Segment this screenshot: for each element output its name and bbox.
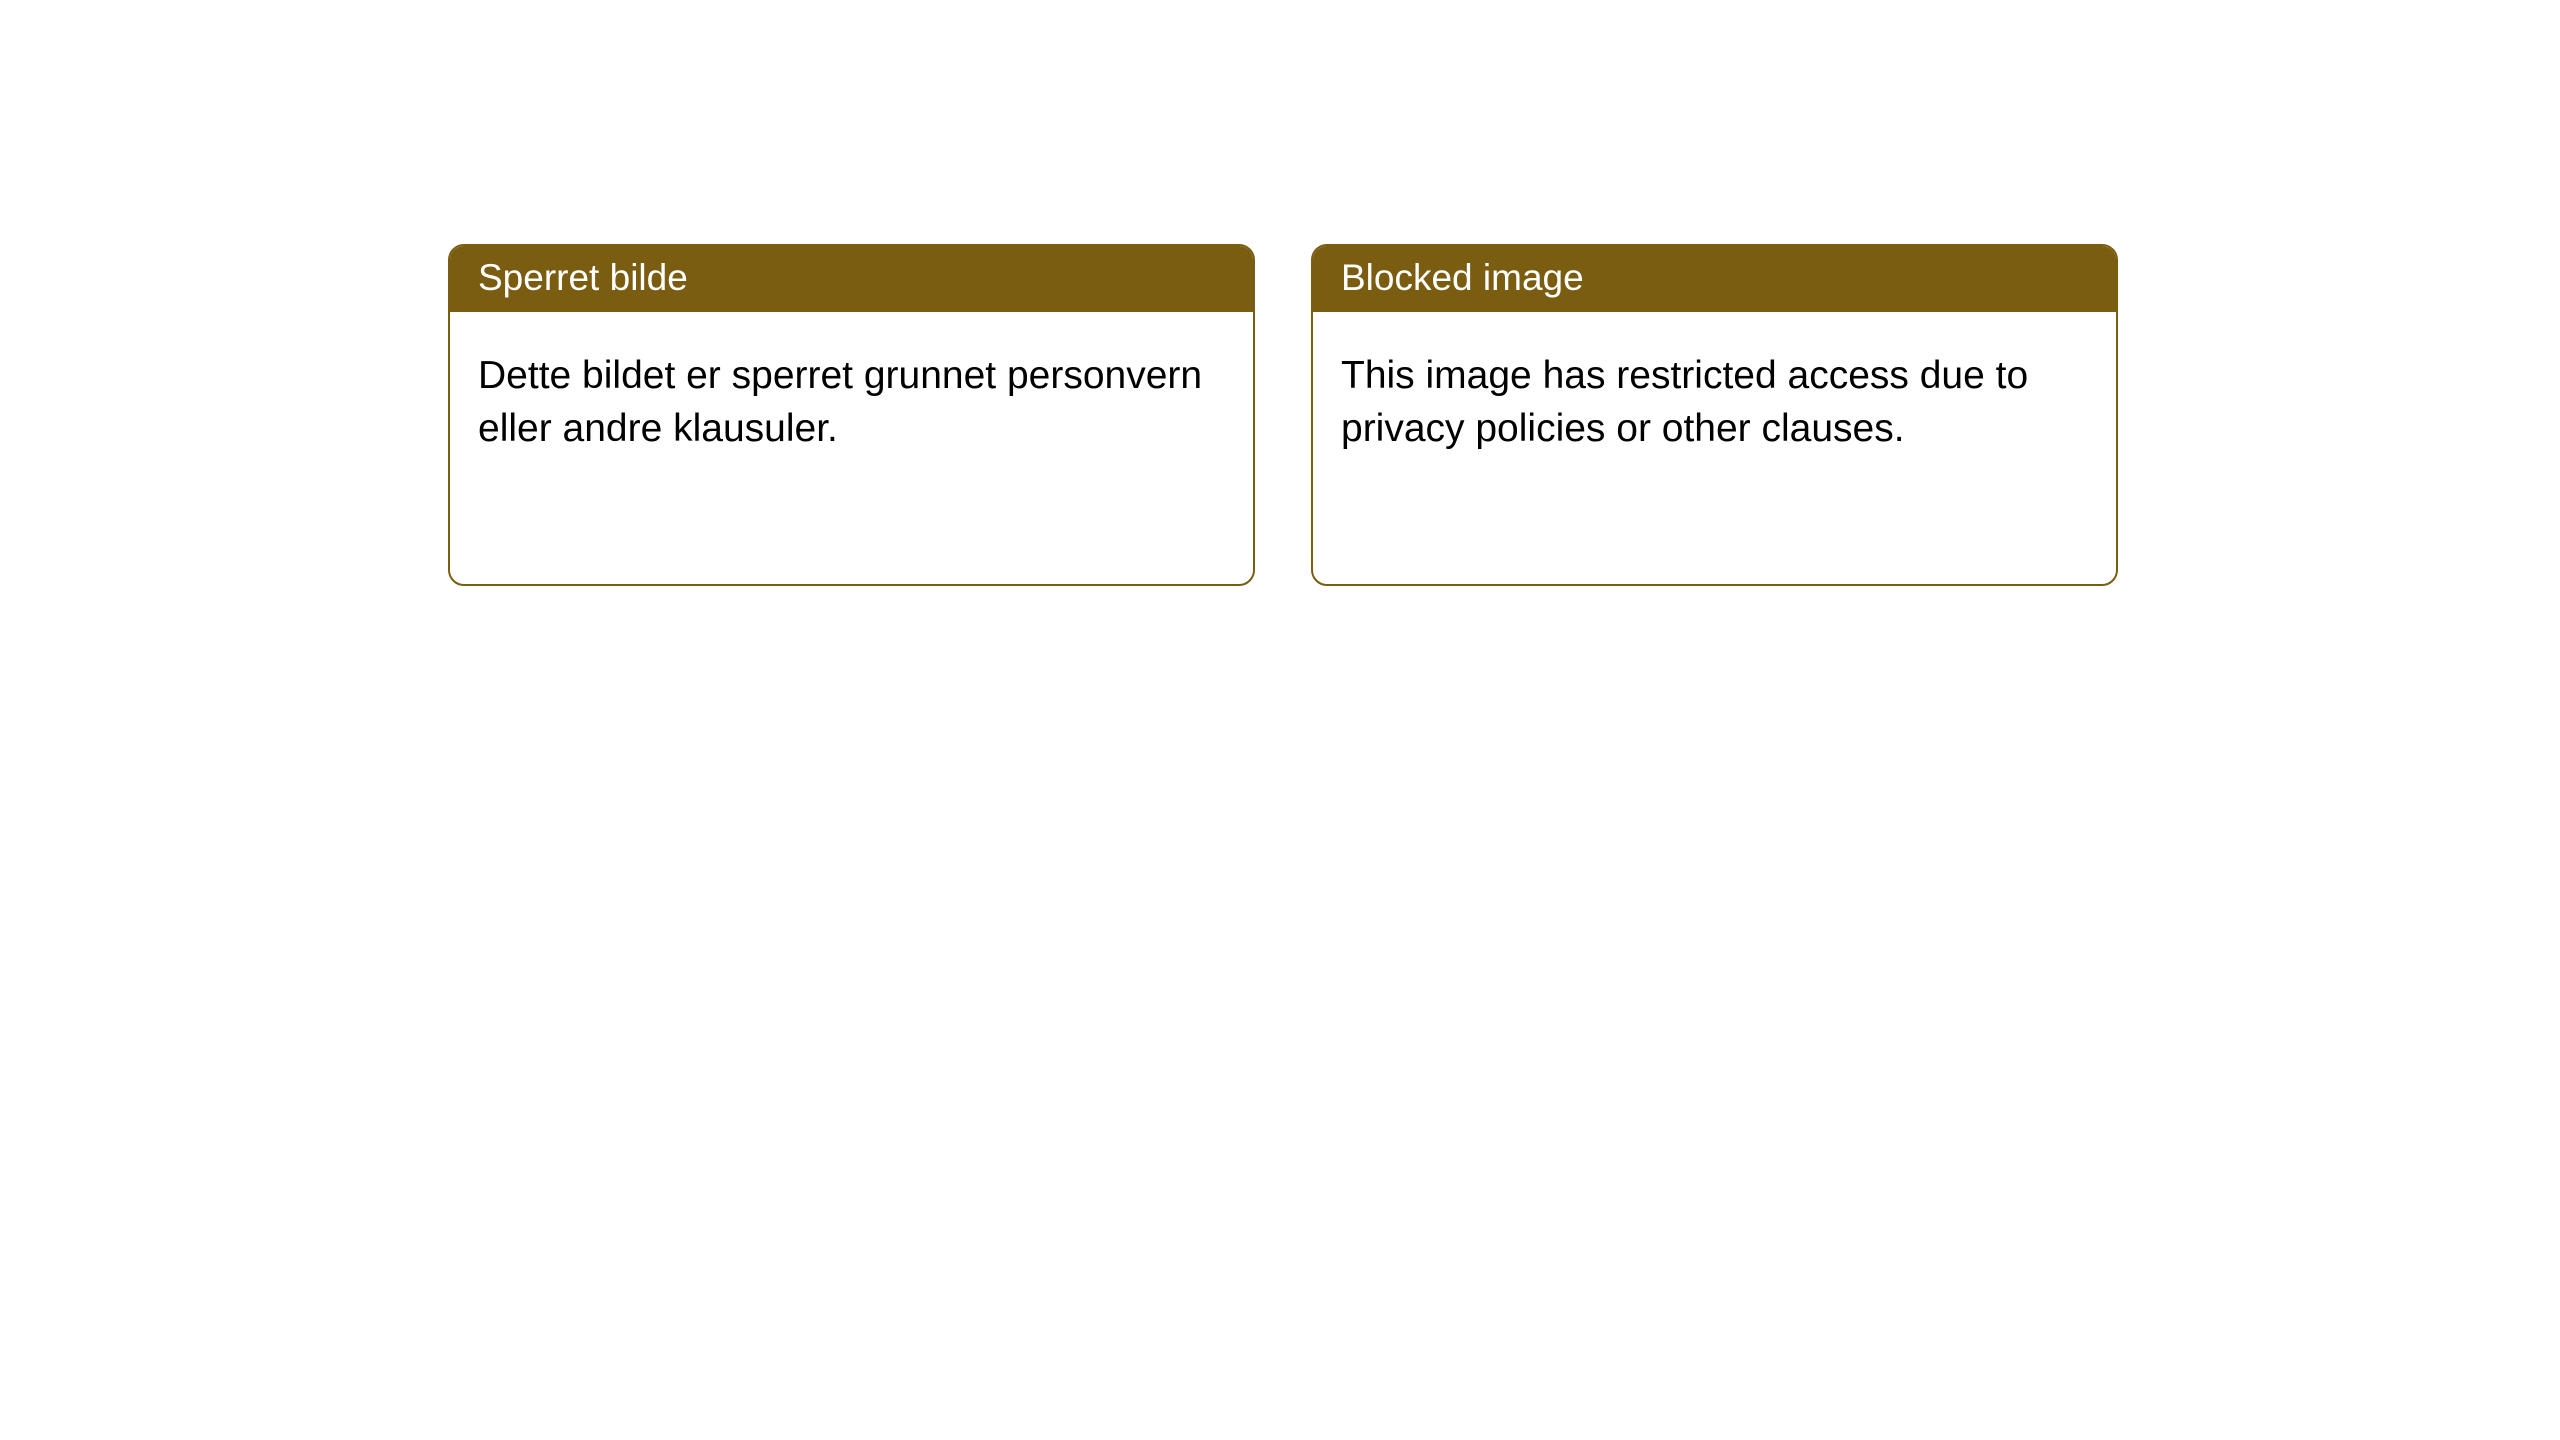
notice-container: Sperret bilde Dette bildet er sperret gr… [0,0,2560,586]
notice-card-norwegian: Sperret bilde Dette bildet er sperret gr… [448,244,1255,586]
notice-card-english: Blocked image This image has restricted … [1311,244,2118,586]
notice-title-english: Blocked image [1313,246,2116,312]
notice-title-norwegian: Sperret bilde [450,246,1253,312]
notice-body-norwegian: Dette bildet er sperret grunnet personve… [450,312,1253,584]
notice-body-english: This image has restricted access due to … [1313,312,2116,584]
